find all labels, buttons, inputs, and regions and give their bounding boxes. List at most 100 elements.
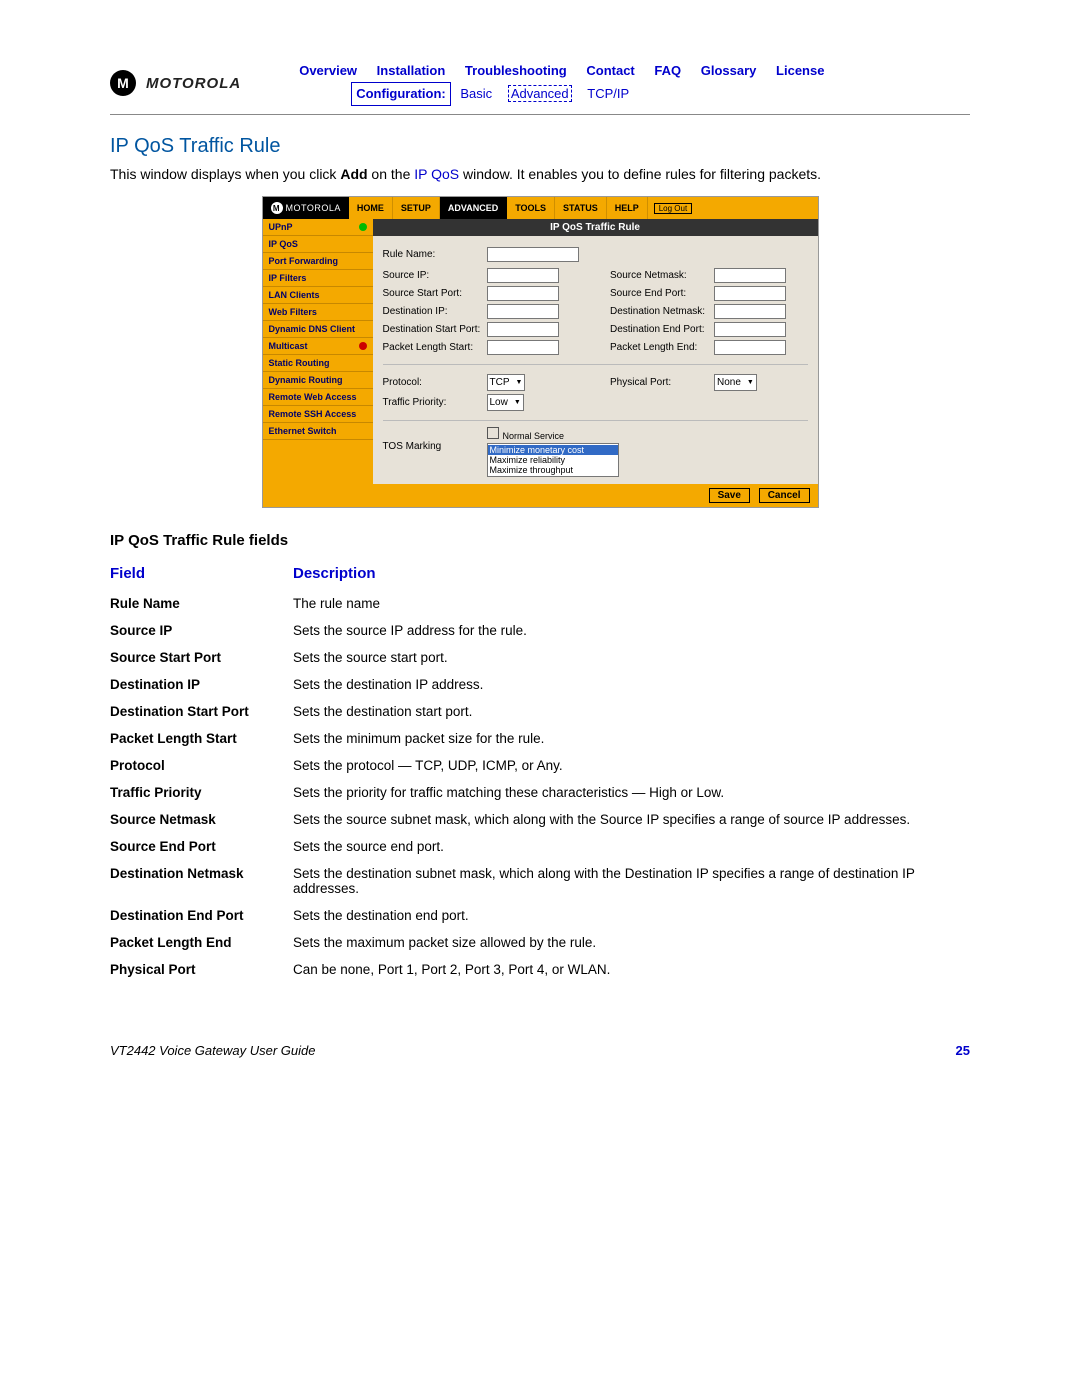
input-pkt-start[interactable] [487, 340, 559, 355]
input-dest-netmask[interactable] [714, 304, 786, 319]
th-description: Description [293, 561, 970, 590]
nav-overview[interactable]: Overview [299, 60, 357, 82]
mock-logo: MMOTOROLA [263, 197, 349, 219]
side-ethswitch[interactable]: Ethernet Switch [263, 423, 373, 440]
tos-opt-3[interactable]: Maximize throughput [488, 465, 618, 475]
list-tos-options[interactable]: Minimize monetary cost Maximize reliabil… [487, 443, 619, 477]
select-protocol[interactable]: TCP [487, 374, 526, 391]
motorola-logo-icon: M [110, 70, 136, 96]
select-protocol-value: TCP [490, 377, 510, 388]
lbl-dest-end-port: Destination End Port: [610, 324, 710, 335]
form-divider-1 [383, 364, 808, 365]
input-source-ip[interactable] [487, 268, 559, 283]
field-description: The rule name [293, 590, 970, 617]
input-src-end-port[interactable] [714, 286, 786, 301]
lbl-pkt-start: Packet Length Start: [383, 342, 483, 353]
lbl-priority: Traffic Priority: [383, 397, 483, 408]
nav-glossary[interactable]: Glossary [701, 60, 757, 82]
field-description: Sets the destination end port. [293, 902, 970, 929]
form-divider-2 [383, 420, 808, 421]
status-dot-red-icon [359, 342, 367, 350]
table-row: Source End PortSets the source end port. [110, 833, 970, 860]
field-name: Packet Length Start [110, 725, 293, 752]
nav-faq[interactable]: FAQ [654, 60, 681, 82]
table-row: Physical PortCan be none, Port 1, Port 2… [110, 956, 970, 983]
side-portfwd[interactable]: Port Forwarding [263, 253, 373, 270]
lbl-physical-port: Physical Port: [610, 377, 710, 388]
input-dest-ip[interactable] [487, 304, 559, 319]
nav-installation[interactable]: Installation [377, 60, 446, 82]
footer-page-number: 25 [956, 1043, 970, 1058]
input-rule-name[interactable] [487, 247, 579, 262]
mock-tab-home[interactable]: HOME [349, 197, 393, 219]
input-dest-end-port[interactable] [714, 322, 786, 337]
mock-logout-button[interactable]: Log Out [654, 203, 692, 214]
field-name: Source Netmask [110, 806, 293, 833]
lbl-normal-service: Normal Service [503, 431, 565, 441]
nav-contact[interactable]: Contact [586, 60, 634, 82]
nav-tcpip[interactable]: TCP/IP [587, 86, 629, 101]
side-ipfilters[interactable]: IP Filters [263, 270, 373, 287]
side-multicast[interactable]: Multicast [263, 338, 373, 355]
mock-tab-status[interactable]: STATUS [555, 197, 607, 219]
mock-panel-title: IP QoS Traffic Rule [373, 219, 818, 236]
lbl-src-start-port: Source Start Port: [383, 288, 483, 299]
input-pkt-end[interactable] [714, 340, 786, 355]
cancel-button[interactable]: Cancel [759, 488, 810, 503]
footer-doc-title: VT2442 Voice Gateway User Guide [110, 1043, 315, 1058]
field-name: Rule Name [110, 590, 293, 617]
table-row: Rule NameThe rule name [110, 590, 970, 617]
table-row: ProtocolSets the protocol — TCP, UDP, IC… [110, 752, 970, 779]
lbl-src-end-port: Source End Port: [610, 288, 710, 299]
field-name: Physical Port [110, 956, 293, 983]
side-remoteweb[interactable]: Remote Web Access [263, 389, 373, 406]
nav-basic[interactable]: Basic [460, 86, 492, 101]
field-description: Sets the protocol — TCP, UDP, ICMP, or A… [293, 752, 970, 779]
table-row: Destination Start PortSets the destinati… [110, 698, 970, 725]
side-dynrouting[interactable]: Dynamic Routing [263, 372, 373, 389]
field-description: Sets the source start port. [293, 644, 970, 671]
field-name: Source End Port [110, 833, 293, 860]
embedded-screenshot: MMOTOROLA HOME SETUP ADVANCED TOOLS STAT… [262, 196, 819, 508]
input-src-start-port[interactable] [487, 286, 559, 301]
nav-advanced[interactable]: Advanced [508, 85, 572, 102]
side-ipqos[interactable]: IP QoS [263, 236, 373, 253]
intro-ipqos-link[interactable]: IP QoS [414, 166, 459, 182]
lbl-pkt-end: Packet Length End: [610, 342, 710, 353]
side-dyndns[interactable]: Dynamic DNS Client [263, 321, 373, 338]
lbl-dest-ip: Destination IP: [383, 306, 483, 317]
input-source-netmask[interactable] [714, 268, 786, 283]
side-webfilters[interactable]: Web Filters [263, 304, 373, 321]
fields-subheading: IP QoS Traffic Rule fields [110, 532, 970, 549]
fields-table: Field Description Rule NameThe rule name… [110, 561, 970, 983]
mock-tab-tools[interactable]: TOOLS [507, 197, 555, 219]
lbl-rule-name: Rule Name: [383, 249, 483, 260]
checkbox-normal-service[interactable] [487, 427, 499, 439]
field-name: Destination Start Port [110, 698, 293, 725]
nav-license[interactable]: License [776, 60, 824, 82]
lbl-dest-netmask: Destination Netmask: [610, 306, 710, 317]
side-upnp-label: UPnP [269, 222, 293, 232]
select-priority[interactable]: Low [487, 394, 524, 411]
input-dest-start-port[interactable] [487, 322, 559, 337]
field-description: Sets the source subnet mask, which along… [293, 806, 970, 833]
side-staticrouting[interactable]: Static Routing [263, 355, 373, 372]
intro-paragraph: This window displays when you click Add … [110, 164, 970, 184]
nav-configuration-label: Configuration: [351, 82, 451, 106]
lbl-protocol: Protocol: [383, 377, 483, 388]
field-description: Sets the destination start port. [293, 698, 970, 725]
side-upnp[interactable]: UPnP [263, 219, 373, 236]
save-button[interactable]: Save [709, 488, 750, 503]
select-physical-port[interactable]: None [714, 374, 757, 391]
field-description: Sets the source IP address for the rule. [293, 617, 970, 644]
mock-tab-advanced[interactable]: ADVANCED [440, 197, 507, 219]
tos-opt-1[interactable]: Minimize monetary cost [488, 445, 618, 455]
side-lanclients[interactable]: LAN Clients [263, 287, 373, 304]
field-name: Source Start Port [110, 644, 293, 671]
nav-troubleshooting[interactable]: Troubleshooting [465, 60, 567, 82]
table-row: Traffic PrioritySets the priority for tr… [110, 779, 970, 806]
mock-tab-setup[interactable]: SETUP [393, 197, 440, 219]
tos-opt-2[interactable]: Maximize reliability [488, 455, 618, 465]
mock-tab-help[interactable]: HELP [607, 197, 648, 219]
side-remotessh[interactable]: Remote SSH Access [263, 406, 373, 423]
